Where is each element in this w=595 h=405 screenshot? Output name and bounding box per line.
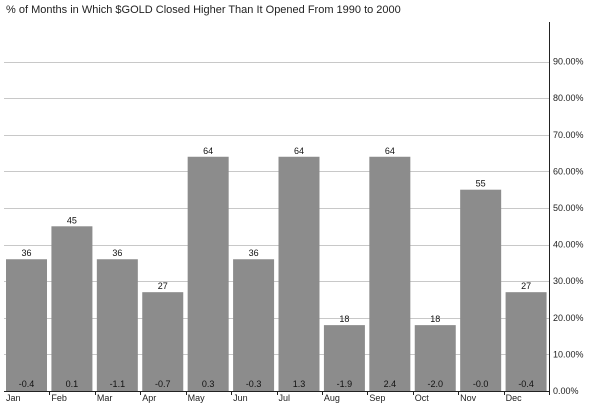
bar — [505, 292, 547, 391]
bar-value-label: 45 — [67, 215, 77, 225]
bar-value-label: 36 — [249, 248, 259, 258]
bar-value-label: 27 — [158, 281, 168, 291]
bar-bottom-label: 0.1 — [66, 379, 79, 389]
bar-bottom-label: 2.4 — [384, 379, 397, 389]
y-tick-label: 30.00% — [553, 276, 584, 286]
bar — [460, 189, 502, 391]
bar-value-label: 18 — [339, 314, 349, 324]
bar — [96, 259, 138, 391]
bar-bottom-label: -2.0 — [427, 379, 443, 389]
bar-value-label: 64 — [385, 146, 395, 156]
bar — [323, 325, 365, 391]
bar-bottom-label: -0.4 — [19, 379, 35, 389]
bar-value-label: 64 — [294, 146, 304, 156]
bar-value-label: 36 — [21, 248, 31, 258]
x-tick-label: Apr — [142, 393, 156, 403]
x-tick-label: Mar — [97, 393, 113, 403]
y-tick-label: 0.00% — [553, 386, 579, 396]
bar-value-label: 27 — [521, 281, 531, 291]
chart-title: % of Months in Which $GOLD Closed Higher… — [6, 4, 401, 16]
bar — [187, 156, 229, 391]
bar-bottom-label: 0.3 — [202, 379, 215, 389]
bar-bottom-label: -0.0 — [473, 379, 489, 389]
bar-value-label: 36 — [112, 248, 122, 258]
y-tick-label: 80.00% — [553, 93, 584, 103]
bar — [233, 259, 275, 391]
y-tick-label: 50.00% — [553, 203, 584, 213]
y-tick-label: 60.00% — [553, 166, 584, 176]
bar-bottom-label: -1.9 — [337, 379, 353, 389]
bar — [142, 292, 184, 391]
bar-bottom-label: -0.7 — [155, 379, 171, 389]
x-tick-label: Dec — [506, 393, 523, 403]
x-axis-ticks: Jan Feb Mar Apr May Jun Jul Aug Sep Oct Nov Dec — [6, 393, 522, 403]
y-tick-label: 20.00% — [553, 313, 584, 323]
axes — [4, 22, 550, 395]
y-axis-ticks: 0.00% 10.00% 20.00% 30.00% 40.00% 50.00% 60.00… — [553, 57, 584, 396]
bar — [369, 156, 411, 391]
bar-bottom-label: -0.3 — [246, 379, 262, 389]
x-tick-label: Oct — [415, 393, 430, 403]
y-tick-label: 70.00% — [553, 130, 584, 140]
bar-bottom-label: -1.1 — [110, 379, 126, 389]
bars — [6, 156, 547, 391]
bar-bottom-label: 1.3 — [293, 379, 306, 389]
y-tick-label: 40.00% — [553, 240, 584, 250]
bar-value-label: 18 — [430, 314, 440, 324]
x-tick-label: Feb — [51, 393, 67, 403]
bar-bottom-label: -0.4 — [518, 379, 534, 389]
bar — [6, 259, 47, 391]
bar-value-label: 55 — [476, 179, 486, 189]
x-tick-label: May — [188, 393, 206, 403]
x-tick-label: Nov — [460, 393, 477, 403]
bar — [51, 226, 93, 391]
x-tick-label: Jun — [233, 393, 248, 403]
bar — [414, 325, 456, 391]
x-tick-label: Jul — [279, 393, 291, 403]
bar-value-label: 64 — [203, 146, 213, 156]
bar — [278, 156, 320, 391]
y-tick-label: 90.00% — [553, 57, 584, 67]
x-tick-label: Jan — [6, 393, 21, 403]
bottom-labels: -0.4 0.1 -1.1 -0.7 0.3 -0.3 1.3 -1.9 2.4 -2.0 -0.0… — [19, 379, 534, 389]
gridlines — [4, 62, 549, 395]
x-tick-label: Aug — [324, 393, 340, 403]
y-tick-label: 10.00% — [553, 349, 584, 359]
value-labels: 36 45 36 27 64 36 64 18 64 18 55 27 — [21, 146, 531, 324]
x-tick-label: Sep — [369, 393, 385, 403]
